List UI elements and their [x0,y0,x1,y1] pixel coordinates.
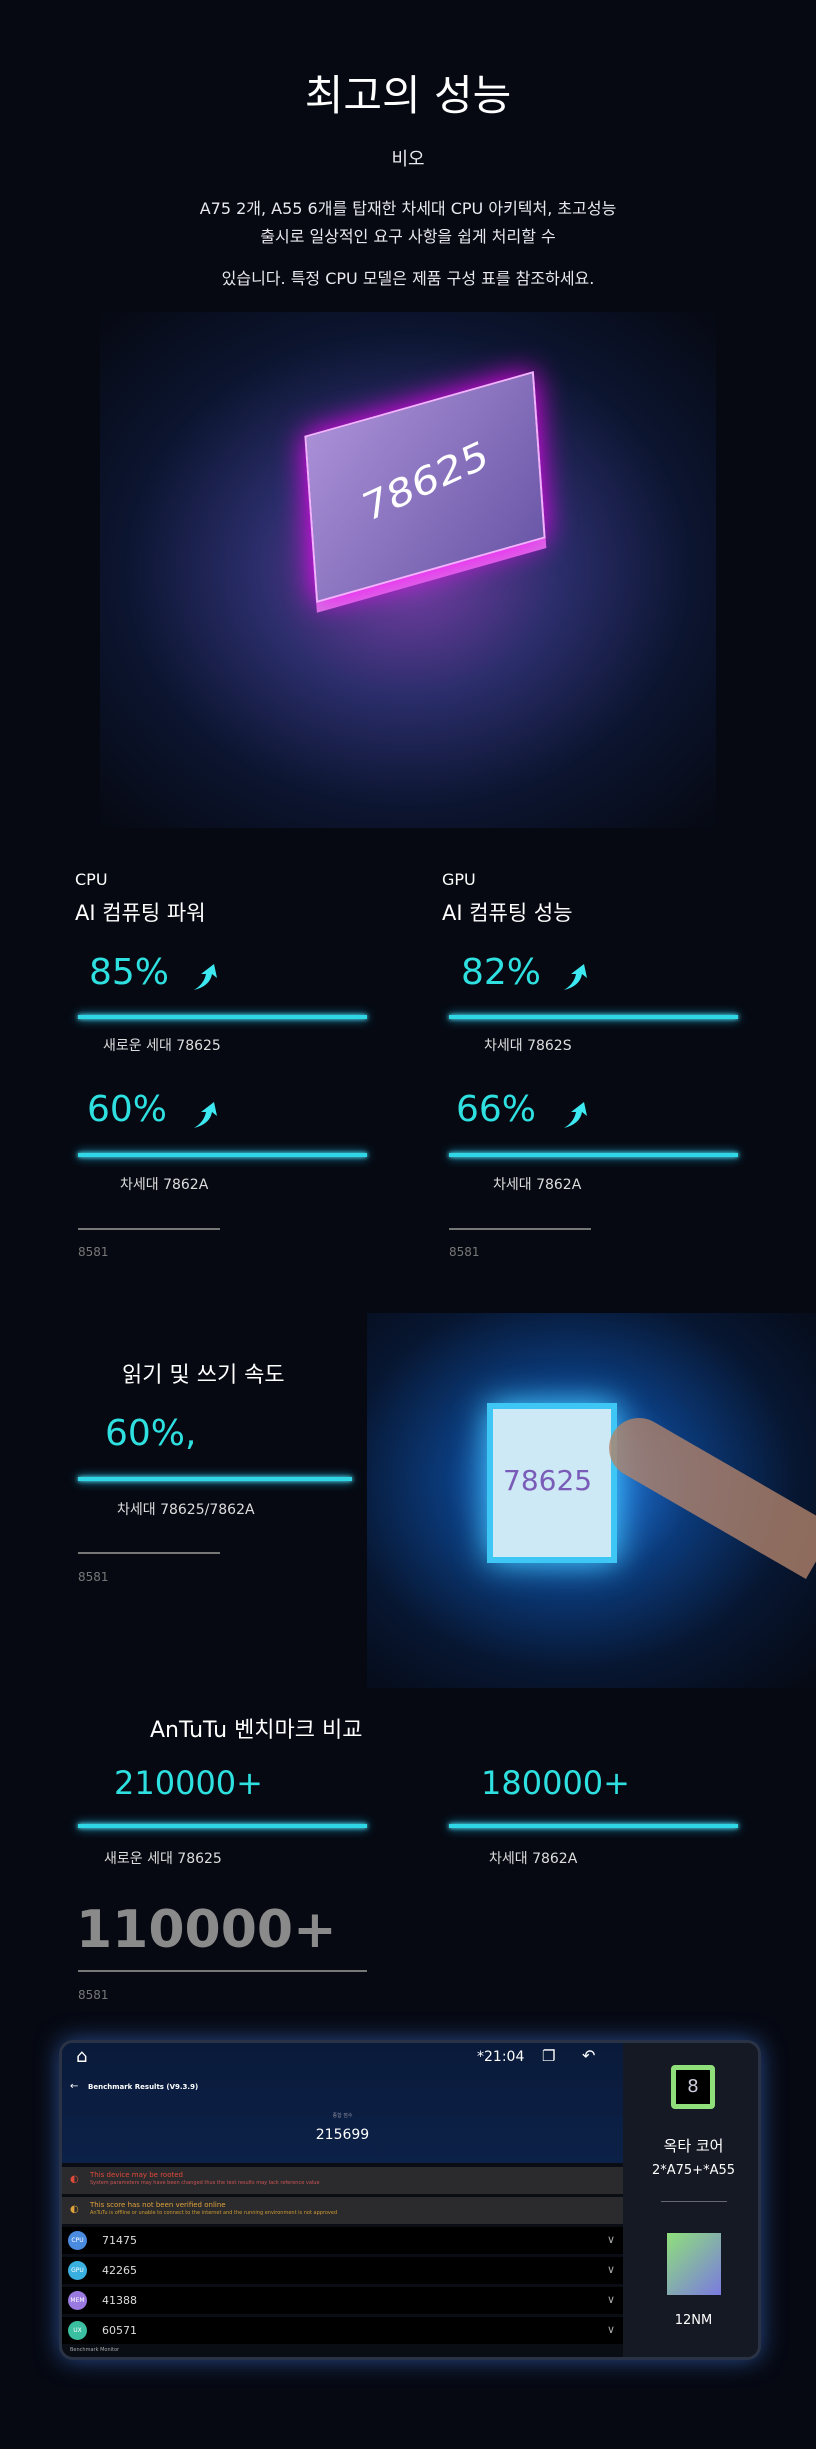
warning-offline: ◐ This score has not been verified onlin… [62,2197,623,2224]
intro-line-2: 출시로 일상적인 요구 사항을 쉽게 처리할 수 [260,227,556,246]
cpu-value-1: 85% [89,952,170,993]
gpu-label: GPU [442,870,476,889]
total-label: 종합 점수 [332,2113,353,2119]
gpu-bar-2 [449,1153,738,1157]
recent-apps-icon[interactable]: ❐ [542,2047,556,2065]
divider [661,2201,727,2202]
cpu-name-1: 새로운 세대 78625 [103,1038,221,1054]
spec-panel: 8 옥타 코어 2*A75+*A55 12NM [623,2043,758,2357]
screen-footer: Benchmark Monitor [70,2347,120,2353]
ux-icon: UX [68,2321,87,2340]
divider [78,1552,220,1554]
chevron-down-icon[interactable]: ∨ [606,2323,615,2336]
up-arrow-icon [564,964,587,990]
cpu-label: CPU [75,870,108,889]
gpu-icon: GPU [68,2261,87,2280]
intro-line-3: 있습니다. 특정 CPU 모델은 제품 구성 표를 참조하세요. [221,269,595,288]
touch-chip-image: 78625 [367,1313,816,1688]
chip-label: 78625 [503,1464,593,1497]
gpu-name-1: 차세대 7862S [484,1038,572,1054]
score-row-ux[interactable]: UX 60571 ∨ [62,2317,623,2344]
up-arrow-icon [564,1102,587,1128]
rw-bar [78,1477,352,1481]
page-title: 최고의 성능 [304,71,512,120]
back-arrow-icon[interactable]: ← [70,2081,79,2092]
score-row-cpu[interactable]: CPU 71475 ∨ [62,2227,623,2254]
rw-name: 차세대 78625/7862A [117,1502,255,1518]
intro-line-1: A75 2개, A55 6개를 탑재한 차세대 CPU 아키텍처, 초고성능 [199,199,617,218]
benchmark-screen: ⌂ *21:04 ❐ ↶ ← Benchmark Results (V9.3.9… [62,2043,623,2357]
back-icon[interactable]: ↶ [582,2046,596,2065]
memory-icon: MEM [68,2291,87,2310]
antutu-name-1: 새로운 세대 78625 [104,1851,222,1867]
antutu-title: AnTuTu 벤치마크 비교 [150,1718,363,1743]
antutu-value-2: 180000+ [481,1764,630,1802]
chip-label: 78625 [357,432,493,532]
hand-image [598,1407,816,1579]
chip-icon: 8 [671,2065,715,2109]
alert-icon: ◐ [70,2204,79,2215]
process-node: 12NM [674,2313,713,2328]
circuit-icon [667,2233,721,2295]
cpu-bar-2 [78,1153,367,1157]
antutu-bar-1 [78,1824,367,1828]
antutu-bar-2 [449,1824,738,1828]
antutu-baseline: 110000+ [76,1900,337,1960]
cpu-footer: 8581 [78,1245,109,1259]
divider [78,1970,367,1972]
gpu-value-2: 66% [456,1089,537,1130]
antutu-name-2: 차세대 7862A [489,1851,578,1867]
cores-spec: 2*A75+*A55 [651,2163,736,2178]
rw-footer: 8581 [78,1570,109,1584]
antutu-value-1: 210000+ [114,1764,263,1802]
gpu-title: AI 컴퓨팅 성능 [442,901,573,925]
chevron-down-icon[interactable]: ∨ [606,2233,615,2246]
divider [449,1228,591,1230]
gpu-value-1: 82% [461,952,542,993]
alert-icon: ◐ [70,2174,79,2185]
device-screen: ⌂ *21:04 ❐ ↶ ← Benchmark Results (V9.3.9… [59,2040,761,2360]
cpu-value-2: 60% [87,1089,168,1130]
rw-title: 읽기 및 쓰기 속도 [122,1363,285,1388]
cpu-chip-image: 78625 [100,312,716,828]
warning-root: ◐ This device may be rooted System param… [62,2167,623,2194]
cores-label: 옥타 코어 [663,2137,724,2155]
divider [78,1228,220,1230]
chevron-down-icon[interactable]: ∨ [606,2293,615,2306]
up-arrow-icon [194,1102,217,1128]
subtitle: 비오 [391,149,425,170]
total-score: 215699 [315,2127,370,2143]
cpu-name-2: 차세대 7862A [120,1177,209,1193]
gpu-footer: 8581 [449,1245,480,1259]
screen-title: Benchmark Results (V9.3.9) [88,2083,199,2091]
gpu-name-2: 차세대 7862A [493,1177,582,1193]
score-row-gpu[interactable]: GPU 42265 ∨ [62,2257,623,2284]
score-row-mem[interactable]: MEM 41388 ∨ [62,2287,623,2314]
cpu-title: AI 컴퓨팅 파워 [75,901,206,925]
chevron-down-icon[interactable]: ∨ [606,2263,615,2276]
home-icon[interactable]: ⌂ [76,2046,88,2067]
gpu-bar-1 [449,1015,738,1019]
rw-value: 60%, [105,1413,197,1454]
up-arrow-icon [194,964,217,990]
cpu-bar-1 [78,1015,367,1019]
cpu-icon: CPU [68,2231,87,2250]
antutu-footer: 8581 [78,1988,109,2002]
clock: *21:04 [477,2049,525,2065]
